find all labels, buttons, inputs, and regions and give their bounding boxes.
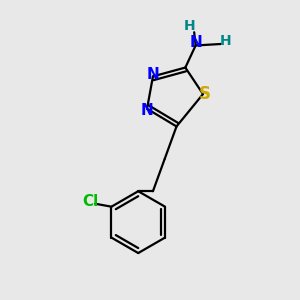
Text: N: N — [147, 68, 159, 82]
Text: N: N — [141, 103, 153, 118]
Text: H: H — [219, 34, 231, 48]
Text: S: S — [199, 85, 211, 103]
Text: Cl: Cl — [82, 194, 98, 209]
Text: H: H — [184, 19, 196, 33]
Text: N: N — [189, 35, 202, 50]
